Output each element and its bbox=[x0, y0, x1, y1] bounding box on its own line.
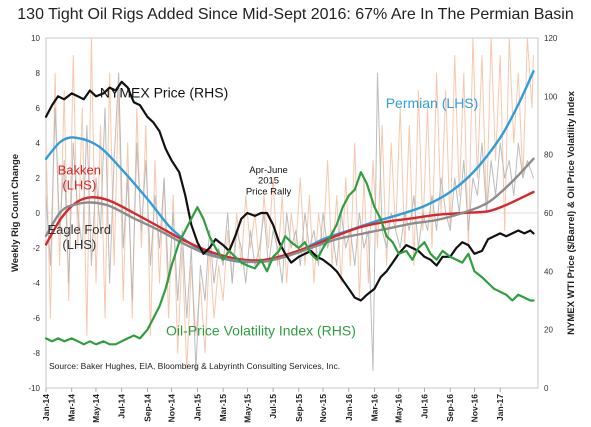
y-left-axis-title: Weekly Rig Count Change bbox=[10, 154, 21, 272]
y-left-tick-label: 0 bbox=[36, 209, 41, 218]
label-permian-line: Permian (LHS) bbox=[386, 95, 479, 111]
x-tick-label: Jul-14 bbox=[117, 394, 127, 419]
y-right-tick-label: 120 bbox=[544, 34, 558, 43]
series-line-oil-price-volatility-index bbox=[44, 171, 535, 346]
x-tick-label: May-14 bbox=[91, 394, 101, 423]
label-bakken-line: Bakken bbox=[58, 163, 101, 178]
label-volatility: Oil-Price Volatility Index (RHS) bbox=[166, 323, 356, 339]
weekly-series-layer bbox=[45, 37, 534, 371]
x-tick-label: Sep-15 bbox=[294, 394, 304, 422]
annotations-layer: NYMEX Price (RHS)Permian (LHS)Bakken (LHS… bbox=[48, 85, 479, 371]
x-tick-label: Mar-16 bbox=[370, 394, 380, 422]
x-tick-label: Jan-14 bbox=[41, 394, 51, 421]
x-tick-label: Nov-15 bbox=[318, 394, 328, 423]
x-tick-label: Sep-16 bbox=[445, 394, 455, 422]
y-left-tick-label: -4 bbox=[33, 279, 41, 288]
x-tick-label: Jul-16 bbox=[419, 394, 429, 419]
y-right-axis-title: NYMEX WTI Price ($/Barrel) & Oil Price V… bbox=[566, 90, 577, 334]
y-left-tick-label: 8 bbox=[36, 69, 41, 78]
y-left-tick-label: 6 bbox=[36, 104, 41, 113]
x-tick-label: Jan-16 bbox=[344, 394, 354, 421]
x-tick-label: May-16 bbox=[394, 394, 404, 423]
label-eagleford-line: (LHS) bbox=[62, 237, 96, 252]
y-left-tick-label: -6 bbox=[33, 314, 41, 323]
y-left-tick-label: 10 bbox=[31, 34, 40, 43]
y-right-tick-label: 60 bbox=[544, 209, 553, 218]
y-right-tick-label: 40 bbox=[544, 267, 553, 276]
y-left-tick-label: -10 bbox=[28, 384, 40, 393]
label-volatility-line: Oil-Price Volatility Index (RHS) bbox=[166, 323, 356, 339]
y-left-tick-label: -8 bbox=[33, 349, 41, 358]
x-tick-label: Mar-15 bbox=[218, 394, 228, 422]
y-right-tick-label: 100 bbox=[544, 92, 558, 101]
x-tick-label: Nov-16 bbox=[469, 394, 479, 423]
label-source-line: Source: Baker Hughes, EIA, Bloomberg & L… bbox=[49, 361, 340, 371]
label-eagleford: Eagle Ford (LHS) bbox=[48, 222, 112, 252]
x-tick-label: Sep-14 bbox=[142, 394, 152, 422]
label-eagleford-line: Eagle Ford bbox=[48, 222, 112, 237]
x-tick-label: Mar-14 bbox=[67, 394, 77, 422]
label-rally-line: 2015 bbox=[258, 176, 279, 187]
series-line-nymex-price bbox=[44, 80, 535, 302]
y-left-tick-label: 2 bbox=[36, 174, 41, 183]
label-bakken: Bakken (LHS) bbox=[58, 163, 101, 193]
label-rally-line: Apr-June bbox=[249, 165, 288, 176]
chart-title: 130 Tight Oil Rigs Added Since Mid-Sept … bbox=[17, 6, 574, 23]
label-nymex: NYMEX Price (RHS) bbox=[100, 85, 228, 101]
series-line-eagle-ford bbox=[44, 157, 535, 264]
label-rally: Apr-June 2015 Price Rally bbox=[246, 165, 292, 198]
label-bakken-line: (LHS) bbox=[62, 177, 96, 192]
y-right-tick-label: 20 bbox=[544, 326, 553, 335]
label-permian: Permian (LHS) bbox=[386, 95, 479, 111]
series-layer bbox=[44, 70, 535, 346]
label-nymex-line: NYMEX Price (RHS) bbox=[100, 85, 228, 101]
x-tick-label: Jul-15 bbox=[268, 394, 278, 419]
x-tick-label: Nov-14 bbox=[167, 394, 177, 423]
y-right-tick-label: 0 bbox=[544, 384, 549, 393]
label-source: Source: Baker Hughes, EIA, Bloomberg & L… bbox=[49, 361, 340, 371]
y-left-tick-label: -2 bbox=[33, 244, 41, 253]
x-tick-label: Jan-15 bbox=[192, 394, 202, 421]
y-left-tick-label: 4 bbox=[36, 139, 41, 148]
y-right-tick-label: 80 bbox=[544, 151, 553, 160]
series-line-permian-weekly bbox=[45, 37, 534, 371]
x-tick-label: May-15 bbox=[242, 394, 252, 423]
label-rally-line: Price Rally bbox=[246, 187, 292, 198]
series-line-eagle-ford-weekly bbox=[45, 72, 534, 371]
x-tick-label: Jan-17 bbox=[495, 394, 505, 421]
